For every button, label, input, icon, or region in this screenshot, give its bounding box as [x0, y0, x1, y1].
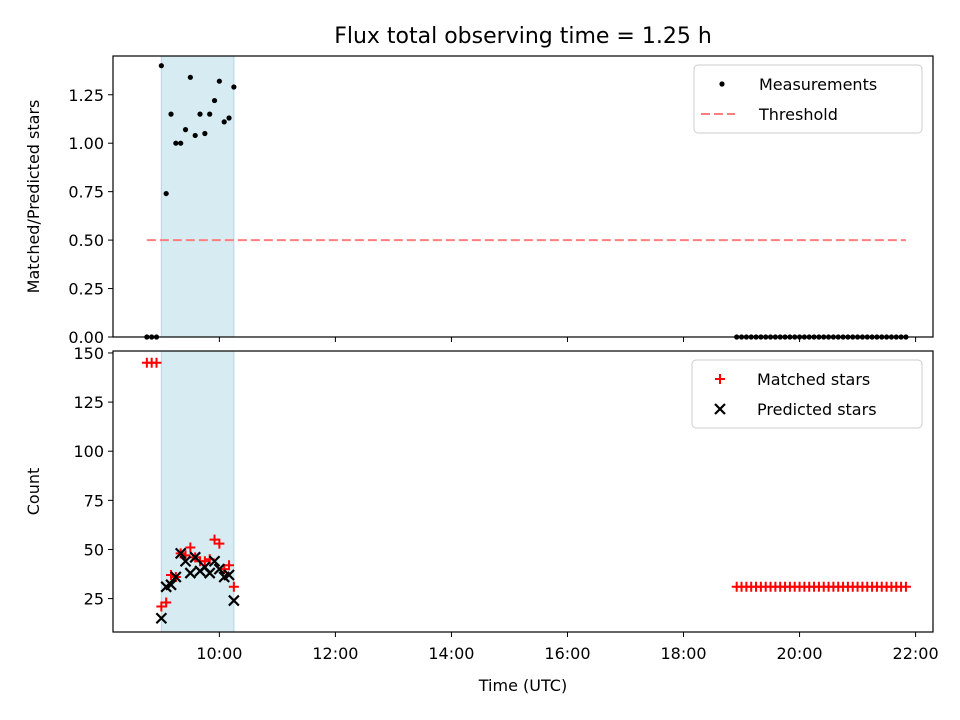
x-axis-label: Time (UTC) — [478, 676, 567, 695]
y-tick-label: 50 — [84, 540, 104, 559]
y-tick-label: 0.50 — [68, 231, 104, 250]
axes-frame — [112, 55, 934, 338]
legend: Matched stars Predicted stars — [691, 359, 923, 429]
legend-label: Matched stars — [757, 370, 870, 389]
measurement-point — [207, 111, 213, 117]
y-tick-label: 0.00 — [68, 328, 104, 347]
predicted-star-point — [179, 555, 192, 568]
legend-label: Threshold — [758, 105, 838, 124]
legend-label: Measurements — [759, 75, 877, 94]
y-axis-label: Matched/Predicted stars — [24, 100, 43, 294]
axes-frame — [112, 350, 934, 633]
measurement-point — [221, 119, 227, 125]
predicted-star-point — [189, 551, 201, 564]
legend-box — [691, 359, 923, 429]
top-axes: 0.00 0.25 0.50 0.75 1.00 1.25 Matched/Predicte… — [24, 55, 934, 347]
predicted-star-point — [228, 594, 240, 607]
measurement-point — [158, 63, 164, 69]
predicted-star-point — [170, 571, 182, 583]
measurement-point — [178, 140, 184, 146]
y-tick-label: 150 — [73, 344, 104, 363]
predicted-star-point — [223, 569, 235, 581]
measurement-point — [197, 111, 203, 117]
y-tick-label: 0.25 — [68, 280, 104, 299]
measurement-point — [173, 140, 179, 146]
matched-star-point — [900, 581, 911, 592]
y-tick-label: 125 — [73, 393, 104, 412]
predicted-star-point — [213, 563, 226, 575]
x-tick-label: 20:00 — [777, 644, 823, 663]
x-tick-label: 18:00 — [660, 644, 706, 663]
measurement-point — [202, 130, 208, 137]
measurement-point — [216, 78, 222, 84]
legend-marker-measurements — [719, 81, 725, 87]
measurement-point — [168, 111, 174, 117]
matched-star-point — [199, 556, 210, 567]
observing-span — [160, 55, 235, 338]
legend-marker-matched — [715, 374, 725, 384]
predicted-star-point — [174, 547, 187, 560]
legend: Measurements Threshold — [693, 64, 923, 134]
y-tick-label: 100 — [73, 442, 104, 461]
measurement-point — [192, 132, 198, 139]
series-predicted-stars — [155, 547, 240, 625]
y-tick-label: 0.75 — [68, 183, 104, 202]
measurement-point — [211, 97, 218, 104]
measurement-point — [187, 74, 193, 80]
bottom-axes: 25 50 75 100 125 150 10:00 12:00 14:00 16:00 18:00… — [24, 344, 939, 695]
matched-star-point — [214, 538, 225, 549]
predicted-star-point — [184, 567, 197, 579]
observing-span — [160, 350, 235, 633]
measurement-point — [231, 84, 237, 90]
matched-star-point — [151, 357, 162, 368]
legend-label: Predicted stars — [757, 400, 877, 419]
measurement-point — [182, 127, 189, 133]
matched-star-point — [185, 542, 196, 553]
y-tick-label: 1.00 — [68, 134, 104, 153]
predicted-star-point — [203, 567, 216, 579]
x-tick-label: 22:00 — [893, 644, 939, 663]
matched-star-point — [161, 597, 172, 608]
x-tick-label: 10:00 — [196, 644, 242, 663]
measurement-point — [226, 115, 232, 121]
x-tick-label: 14:00 — [428, 644, 474, 663]
predicted-star-point — [165, 579, 177, 591]
matched-star-point — [224, 560, 235, 571]
predicted-star-point — [208, 555, 221, 568]
predicted-star-point — [155, 612, 168, 625]
measurement-point — [163, 190, 169, 197]
legend-box — [693, 64, 923, 134]
y-tick-label: 1.25 — [68, 86, 104, 105]
matched-star-point — [228, 581, 239, 592]
y-tick-label: 25 — [84, 590, 104, 609]
x-tick-label: 12:00 — [312, 644, 358, 663]
y-tick-label: 75 — [84, 491, 104, 510]
y-axis-label: Count — [24, 468, 43, 516]
x-tick-label: 16:00 — [544, 644, 590, 663]
legend-marker-predicted — [714, 403, 726, 415]
series-matched-stars — [141, 357, 911, 612]
chart-title: Flux total observing time = 1.25 h — [334, 24, 712, 49]
